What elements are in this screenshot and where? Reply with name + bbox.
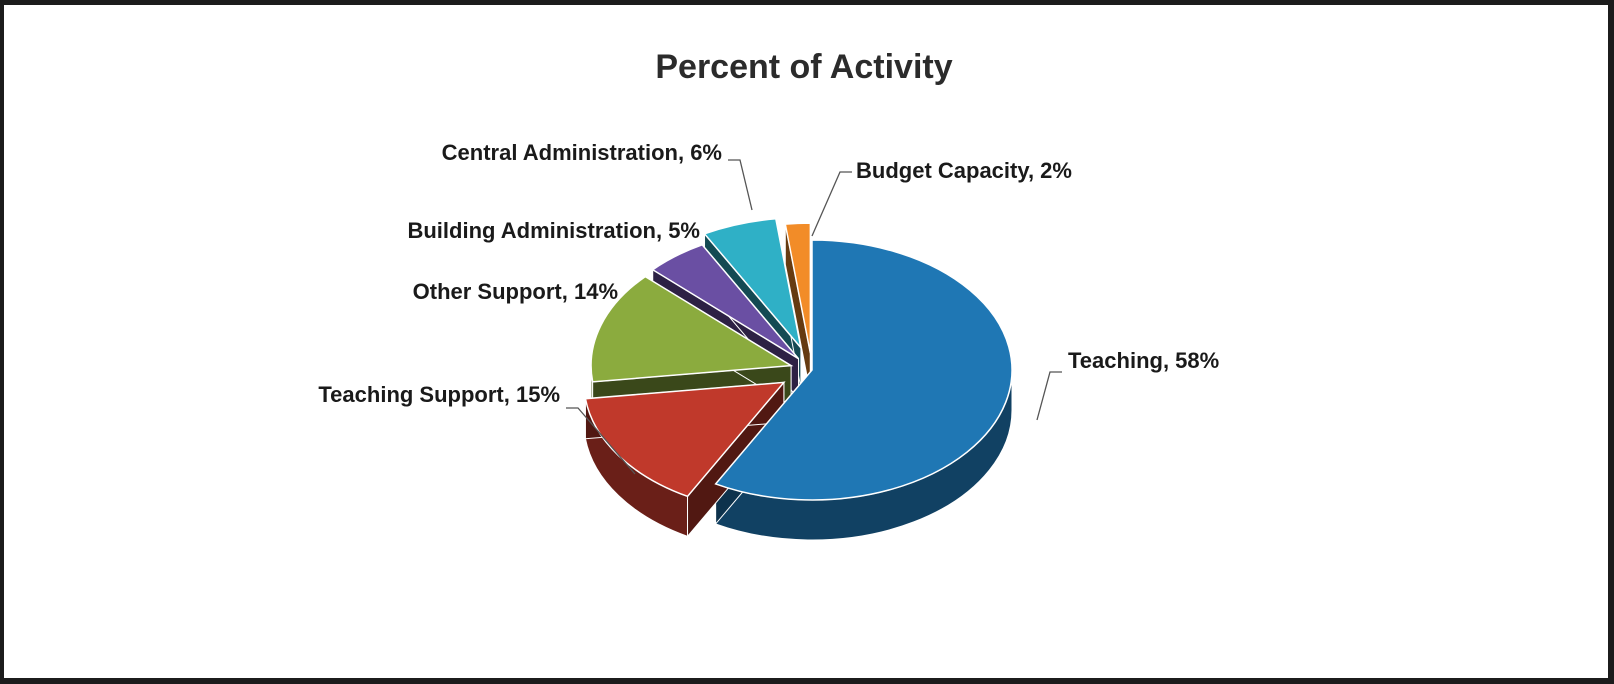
- slice-label-teaching: Teaching, 58%: [1068, 348, 1219, 373]
- pie-slice-central-administration: [703, 217, 803, 351]
- chart-title: Percent of Activity: [655, 48, 952, 86]
- slice-label-building-administration: Building Administration, 5%: [407, 218, 700, 243]
- slice-label-central-administration: Central Administration, 6%: [442, 140, 722, 165]
- leader-line-budget-capacity: [811, 171, 852, 237]
- pie-slice-other-support: [590, 275, 794, 383]
- leader-line-central-administration: [728, 159, 753, 211]
- slice-label-other-support: Other Support, 14%: [413, 279, 618, 304]
- pie-slice-budget-capacity: [784, 222, 812, 354]
- slice-tops-group: [584, 217, 1013, 501]
- leader-line-teaching-support: [566, 407, 636, 475]
- pie-slice-building-administration: [651, 243, 800, 360]
- leader-line-teaching: [1036, 371, 1062, 421]
- pie-slice-teaching: [714, 239, 1013, 501]
- slice-label-budget-capacity: Budget Capacity, 2%: [856, 158, 1072, 183]
- slice-label-teaching-support: Teaching Support, 15%: [318, 382, 560, 407]
